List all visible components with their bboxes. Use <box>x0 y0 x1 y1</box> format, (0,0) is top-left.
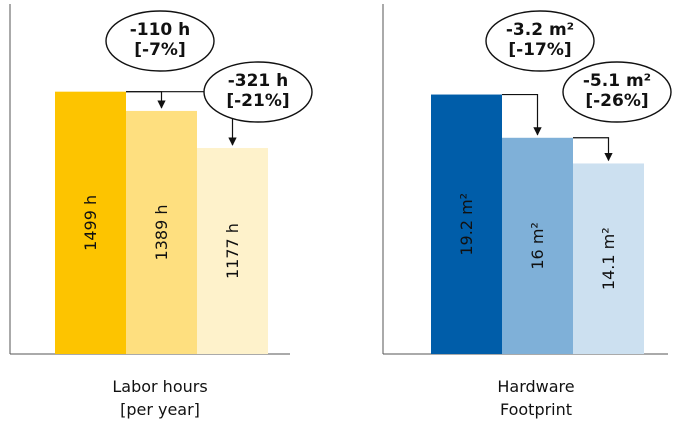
labor-delta-arrow-1 <box>126 91 166 109</box>
hardware-xlabel-line-2: Footprint <box>500 400 572 419</box>
hardware-delta-text-1-1: -3.2 m² <box>506 20 574 40</box>
hardware-bar-2-label: 16 m² <box>528 222 547 269</box>
labor-bar-3 <box>197 148 268 354</box>
labor-delta-text-1-2: [-7%] <box>134 40 185 60</box>
labor-bar-3-label: 1177 h <box>223 223 242 279</box>
hardware-xlabel-line-1: Hardware <box>497 377 574 396</box>
labor-delta-text-2-1: -321 h <box>228 71 289 91</box>
labor-bar-2-label: 1389 h <box>152 204 171 260</box>
hardware-delta-text-2-2: [-26%] <box>585 91 648 111</box>
hardware-delta-arrow-1 <box>502 93 542 136</box>
hardware-delta-text-1-2: [-17%] <box>508 40 571 60</box>
labor-delta-bubble-2 <box>203 61 313 123</box>
labor-bar-2 <box>126 110 197 354</box>
hardware-delta-bubble-1 <box>485 10 595 72</box>
labor-delta-bubble-1 <box>105 10 215 72</box>
hardware-delta-bubble-2 <box>562 61 672 123</box>
labor-bar-1-label: 1499 h <box>81 195 100 251</box>
hardware-bar-3 <box>573 163 644 354</box>
labor-bar-1 <box>55 91 126 355</box>
labor-delta-text-1-1: -110 h <box>130 20 191 40</box>
hardware-bar-1-label: 19.2 m² <box>457 193 476 256</box>
labor-hours-chart: Labor hours [per year] 1499 h 1389 h 1177 … <box>9 4 313 419</box>
labor-delta-text-2-2: [-21%] <box>226 91 289 111</box>
hardware-delta-arrow-2 <box>573 137 613 162</box>
hardware-footprint-chart: Hardware Footprint 19.2 m² 16 m² 14.1 m² -3… <box>382 4 672 419</box>
labor-xlabel-line-1: Labor hours <box>112 377 207 396</box>
hardware-bar-3-label: 14.1 m² <box>599 227 618 290</box>
hardware-bar-1 <box>431 94 502 355</box>
hardware-bar-2 <box>502 137 573 354</box>
hardware-delta-text-2-1: -5.1 m² <box>583 71 651 91</box>
labor-xlabel-line-2: [per year] <box>120 400 200 419</box>
